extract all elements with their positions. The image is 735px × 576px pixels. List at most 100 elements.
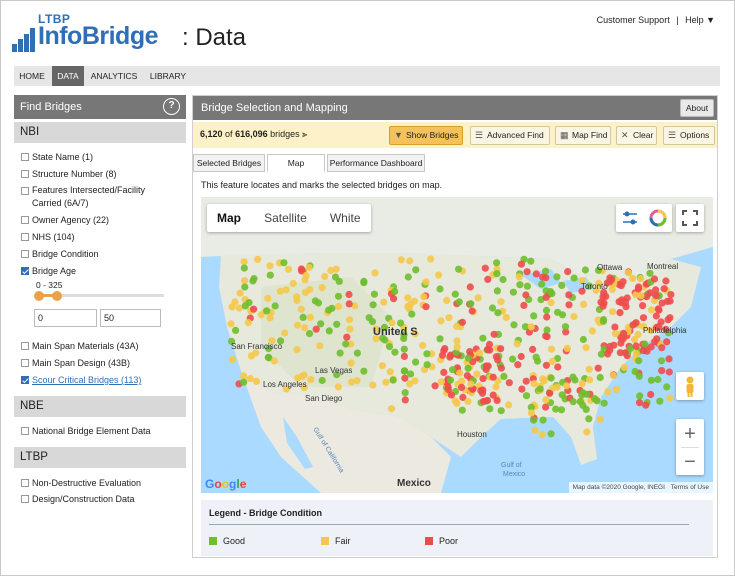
bridge-marker[interactable]	[297, 265, 305, 273]
bridge-marker[interactable]	[494, 356, 502, 364]
bridge-marker[interactable]	[301, 288, 309, 296]
bridge-marker[interactable]	[562, 328, 570, 336]
bridge-marker[interactable]	[444, 386, 452, 394]
bridge-marker[interactable]	[343, 333, 351, 341]
checkbox-main-span-materials[interactable]	[21, 342, 29, 350]
bridge-marker[interactable]	[540, 377, 548, 385]
bridge-marker[interactable]	[639, 302, 647, 310]
bridge-marker[interactable]	[600, 288, 608, 296]
bridge-marker[interactable]	[484, 396, 492, 405]
bridge-marker[interactable]	[464, 354, 472, 362]
zoom-out-button[interactable]: −	[684, 451, 696, 473]
bridge-marker[interactable]	[635, 399, 644, 407]
bridge-marker[interactable]	[333, 371, 341, 379]
bridge-marker[interactable]	[616, 309, 624, 317]
infobridge-logo[interactable]: LTBP InfoBridge : Data	[12, 12, 252, 56]
bridge-marker[interactable]	[539, 273, 547, 281]
bridge-marker[interactable]	[277, 337, 285, 345]
bridge-marker[interactable]	[473, 370, 481, 378]
bridge-marker[interactable]	[667, 291, 675, 299]
nav-library[interactable]: LIBRARY	[149, 71, 187, 81]
bridge-marker[interactable]	[293, 296, 301, 305]
bridge-marker[interactable]	[658, 344, 666, 352]
bridge-marker[interactable]	[564, 268, 572, 276]
bridge-marker[interactable]	[505, 379, 513, 387]
bridge-marker[interactable]	[522, 291, 530, 299]
bridge-marker[interactable]	[380, 298, 388, 306]
bridge-marker[interactable]	[637, 275, 645, 283]
bridge-marker[interactable]	[228, 303, 236, 311]
bridge-marker[interactable]	[517, 260, 525, 268]
bridge-marker[interactable]	[634, 330, 642, 339]
bridge-marker[interactable]	[640, 322, 648, 331]
bridge-marker[interactable]	[227, 320, 235, 328]
bridge-marker[interactable]	[284, 265, 293, 273]
filter-scour-critical[interactable]: Scour Critical Bridges (113)	[32, 375, 142, 385]
map-find-button[interactable]: ▦ Map Find	[555, 126, 611, 145]
bridge-marker[interactable]	[464, 364, 472, 372]
bridge-marker[interactable]	[333, 320, 341, 328]
bridge-marker[interactable]	[447, 391, 456, 399]
bridge-marker[interactable]	[582, 344, 590, 352]
bridge-marker[interactable]	[497, 364, 505, 372]
bridge-marker[interactable]	[311, 297, 319, 305]
bridge-marker[interactable]	[657, 357, 666, 365]
bridge-marker[interactable]	[558, 391, 566, 399]
bridge-marker[interactable]	[423, 361, 431, 369]
bridge-marker[interactable]	[235, 304, 243, 312]
bridge-marker[interactable]	[401, 396, 409, 404]
bridge-marker[interactable]	[380, 323, 389, 331]
bridge-marker[interactable]	[440, 347, 448, 355]
bridge-marker[interactable]	[493, 259, 501, 267]
street-view-button[interactable]	[676, 372, 704, 400]
bridge-marker[interactable]	[240, 372, 248, 380]
bridge-marker[interactable]	[404, 294, 412, 302]
tab-map[interactable]: Map	[267, 154, 325, 172]
bridge-marker[interactable]	[611, 330, 619, 338]
bridge-marker[interactable]	[666, 297, 674, 305]
help-menu[interactable]: Help ▼	[685, 15, 715, 25]
bridge-marker[interactable]	[282, 385, 291, 393]
bridge-marker[interactable]	[240, 258, 248, 266]
bridge-marker[interactable]	[408, 310, 416, 318]
bridge-marker[interactable]	[446, 376, 455, 384]
bridge-marker[interactable]	[590, 395, 599, 403]
bridge-marker[interactable]	[445, 314, 453, 322]
bridge-marker[interactable]	[652, 323, 661, 331]
bridge-marker[interactable]	[585, 282, 593, 290]
bridge-marker[interactable]	[543, 313, 551, 321]
bridge-marker[interactable]	[297, 305, 305, 313]
bridge-marker[interactable]	[580, 300, 588, 308]
bridge-marker[interactable]	[521, 323, 530, 331]
advanced-find-button[interactable]: ☰ Advanced Find	[470, 126, 550, 145]
bridge-marker[interactable]	[401, 367, 409, 375]
bridge-marker[interactable]	[345, 300, 353, 308]
bridge-marker[interactable]	[318, 284, 326, 292]
bridge-marker[interactable]	[407, 300, 415, 308]
bridge-marker[interactable]	[610, 341, 618, 349]
bridge-marker[interactable]	[654, 375, 662, 384]
checkbox-bridge-condition[interactable]	[21, 250, 29, 258]
bridge-marker[interactable]	[510, 321, 518, 329]
bridge-marker[interactable]	[523, 268, 531, 276]
bridge-marker[interactable]	[453, 343, 461, 351]
bridge-marker[interactable]	[624, 269, 632, 277]
show-bridges-button[interactable]: ▼ Show Bridges	[389, 126, 463, 145]
checkbox-owner-agency[interactable]	[21, 216, 29, 224]
bridge-marker[interactable]	[663, 383, 671, 391]
bridge-marker[interactable]	[595, 279, 603, 287]
bridge-marker[interactable]	[658, 367, 666, 375]
bridge-marker[interactable]	[599, 317, 607, 325]
bridge-marker[interactable]	[293, 346, 301, 354]
filter-features-intersected[interactable]: Features Intersected/Facility	[32, 185, 146, 195]
bridge-marker[interactable]	[611, 323, 619, 331]
bridge-marker[interactable]	[523, 282, 531, 290]
bridge-marker[interactable]	[527, 257, 535, 265]
bridge-marker[interactable]	[477, 387, 485, 395]
bridge-marker[interactable]	[565, 291, 573, 299]
bridge-marker[interactable]	[400, 352, 408, 360]
bridge-marker[interactable]	[305, 330, 314, 338]
bridge-marker[interactable]	[632, 291, 640, 299]
bridge-marker[interactable]	[529, 345, 537, 353]
bridge-marker[interactable]	[660, 285, 668, 293]
